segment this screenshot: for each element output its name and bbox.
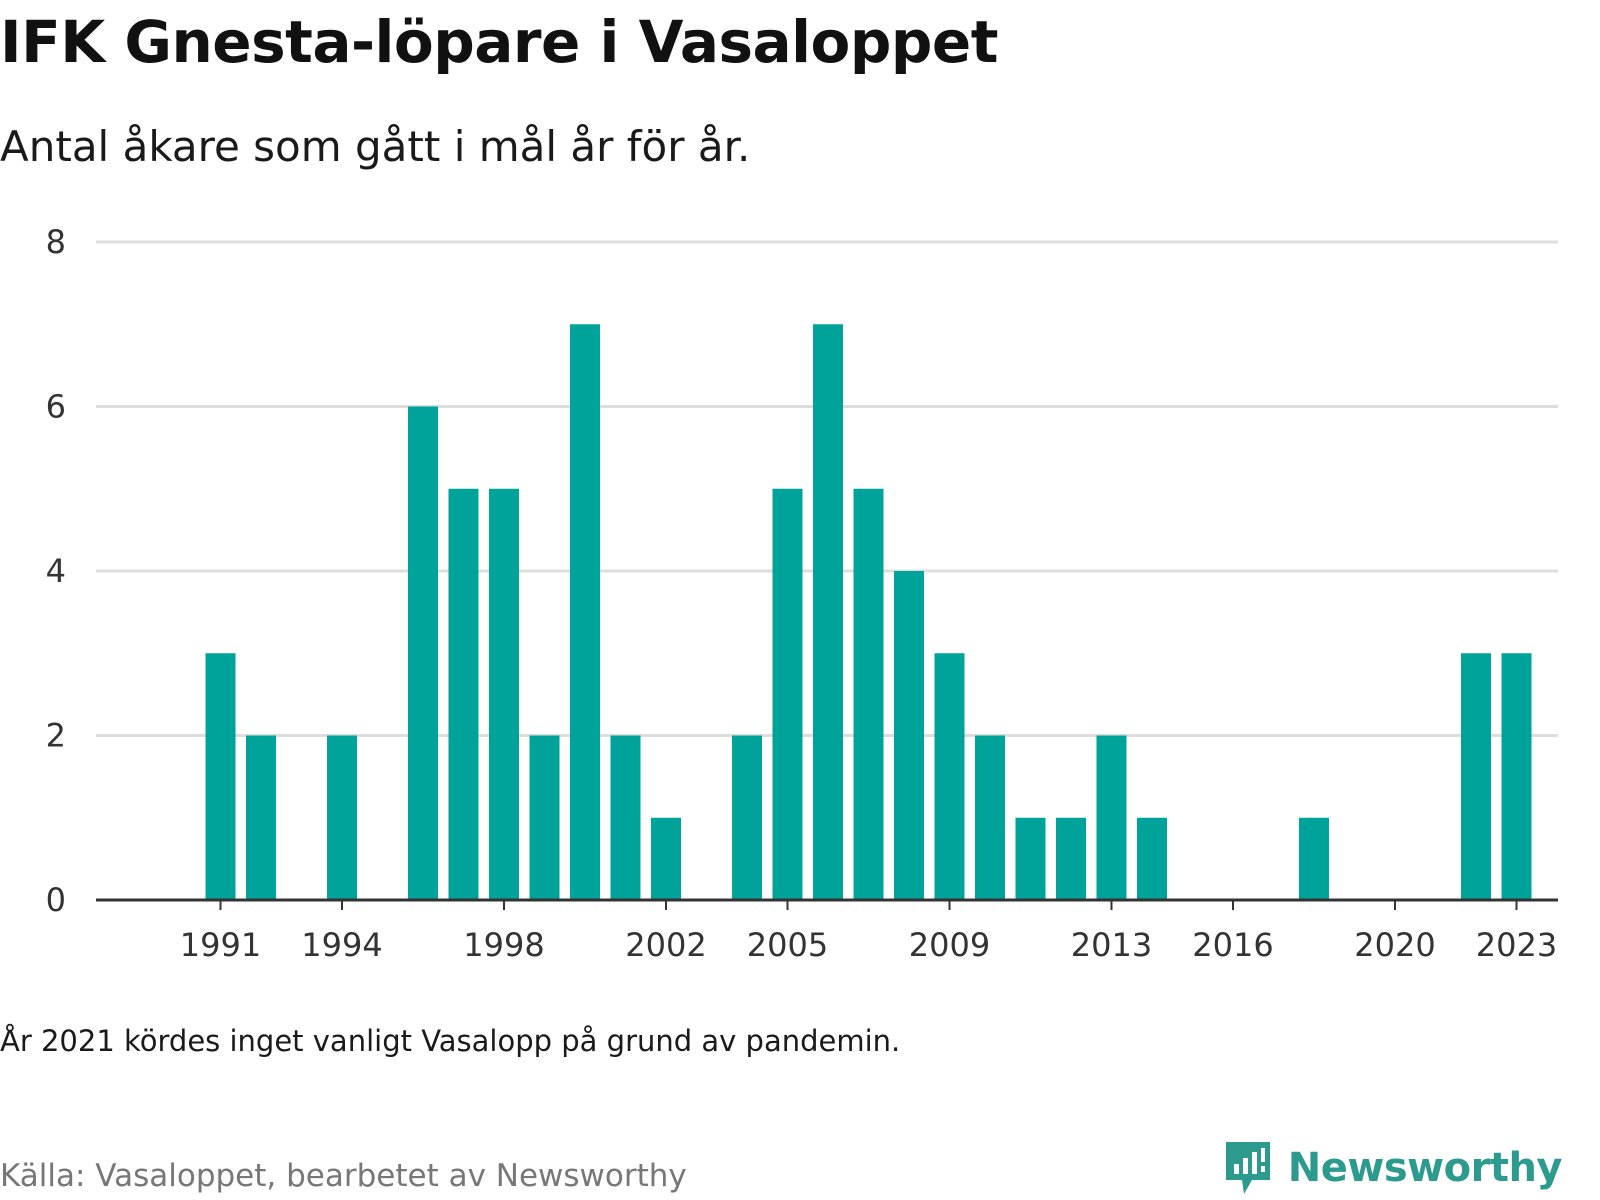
bar-2006 — [813, 324, 843, 900]
x-tick-label: 1998 — [463, 926, 544, 964]
bar-2001 — [610, 735, 641, 900]
bar-1999 — [529, 735, 560, 900]
x-tick-label: 2009 — [909, 926, 990, 964]
bar-1997 — [448, 488, 479, 900]
bar-2005 — [772, 488, 803, 900]
bar-2008 — [894, 571, 924, 900]
y-tick-label: 2 — [46, 717, 66, 755]
newsworthy-logo-icon — [1225, 1142, 1270, 1194]
bar-2018 — [1299, 817, 1329, 900]
bar-2013 — [1096, 735, 1127, 900]
chart-subtitle: Antal åkare som gått i mål år för år. — [0, 122, 751, 171]
bar-1994 — [327, 735, 357, 900]
bar-2000 — [570, 324, 600, 900]
bar-2007 — [853, 488, 884, 900]
bar-2009 — [934, 653, 965, 900]
y-tick-label: 6 — [46, 388, 66, 426]
y-tick-label: 0 — [46, 881, 66, 919]
bar-2004 — [732, 735, 762, 900]
brand-name: Newsworthy — [1287, 1145, 1563, 1191]
x-tick-label: 2013 — [1071, 926, 1152, 964]
bar-chart: 0 2 4 6 8 1991 1994 1998 2002 2005 2009 2013 2016 202… — [46, 223, 1558, 964]
bar-1998 — [489, 488, 519, 900]
axes: 0 2 4 6 8 1991 1994 1998 2002 2005 2009 2013 2016 202… — [46, 223, 1558, 964]
bar-1991 — [205, 653, 236, 900]
x-tick-label: 2002 — [625, 926, 706, 964]
chart-footnote: År 2021 kördes inget vanligt Vasalopp på… — [0, 1024, 901, 1058]
x-tick-label: 1994 — [301, 926, 382, 964]
bar-2023 — [1501, 653, 1532, 900]
y-tick-label: 4 — [46, 552, 66, 590]
bar-1996 — [408, 406, 438, 900]
brand-logo: Newsworthy — [1222, 1138, 1563, 1198]
y-tick-label: 8 — [46, 223, 66, 261]
source-credit: Källa: Vasaloppet, bearbetet av Newswort… — [0, 1158, 687, 1194]
bar-2014 — [1137, 817, 1167, 900]
chart-title: IFK Gnesta-löpare i Vasaloppet — [0, 8, 998, 76]
bars — [205, 324, 1532, 900]
bar-2011 — [1015, 817, 1046, 900]
x-tick-label: 2023 — [1476, 926, 1557, 964]
x-tick-label: 1991 — [180, 926, 261, 964]
x-tick-label: 2005 — [747, 926, 828, 964]
bar-2022 — [1461, 653, 1491, 900]
bar-2010 — [975, 735, 1005, 900]
x-tick-label: 2016 — [1192, 926, 1273, 964]
bar-2002 — [651, 817, 681, 900]
x-tick-label: 2020 — [1354, 926, 1435, 964]
bar-1992 — [246, 735, 276, 900]
bar-2012 — [1056, 817, 1086, 900]
